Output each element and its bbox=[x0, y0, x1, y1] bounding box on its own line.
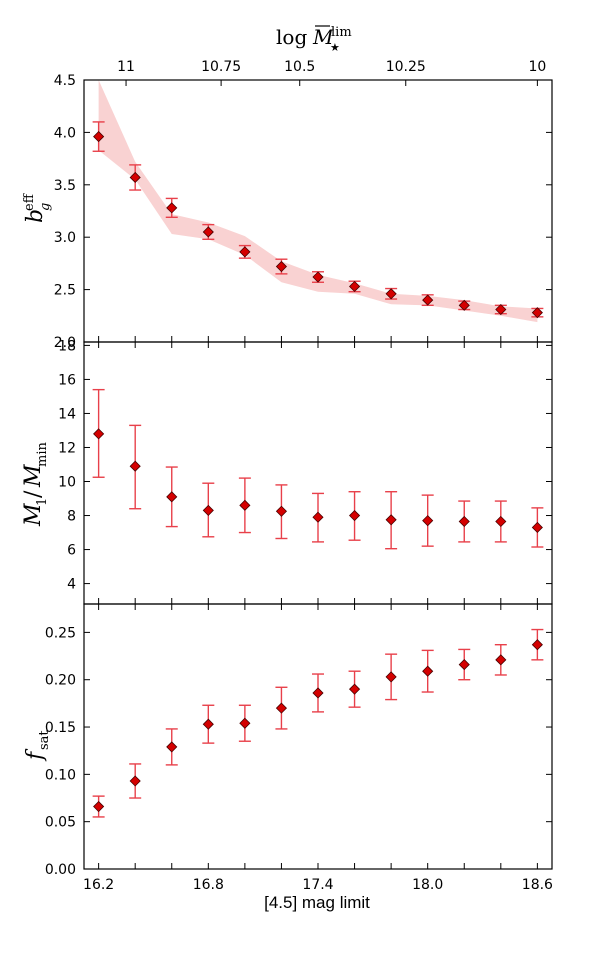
top-x-tick-label: 10.5 bbox=[284, 59, 315, 75]
top-axis-title: log M ★ lim bbox=[276, 25, 352, 54]
svg-text:eff: eff bbox=[22, 192, 37, 211]
top-axis-title-log: log bbox=[276, 25, 307, 49]
data-point bbox=[93, 131, 105, 143]
y-tick-label: 16 bbox=[58, 372, 76, 388]
data-point bbox=[385, 514, 397, 526]
confidence-band bbox=[98, 80, 538, 323]
data-point bbox=[422, 515, 434, 527]
y-axis-title-top: b g eff bbox=[22, 192, 53, 223]
svg-text:b: b bbox=[23, 209, 48, 223]
data-point bbox=[129, 775, 141, 787]
top-axis-title-star: ★ bbox=[330, 41, 340, 54]
data-point bbox=[312, 687, 324, 699]
data-point bbox=[275, 702, 288, 714]
y-axis-title-bottom: f sat bbox=[23, 730, 52, 762]
svg-text:M: M bbox=[21, 464, 46, 488]
data-point bbox=[166, 491, 178, 503]
y-tick-label: 8 bbox=[67, 509, 76, 525]
svg-text:M: M bbox=[21, 503, 46, 527]
y-tick-label: 0.05 bbox=[45, 815, 76, 831]
y-tick-label: 2.5 bbox=[54, 283, 76, 299]
data-point bbox=[348, 280, 361, 293]
data-point bbox=[275, 505, 288, 517]
y-tick-label: 0.00 bbox=[45, 862, 76, 878]
data-point bbox=[312, 271, 324, 283]
y-tick-label: 4.5 bbox=[54, 73, 76, 89]
axes-frame bbox=[83, 603, 553, 870]
x-tick-label: 16.8 bbox=[193, 877, 224, 893]
data-point bbox=[312, 511, 324, 523]
data-point bbox=[93, 428, 105, 440]
y-tick-label: 14 bbox=[58, 406, 76, 422]
axes-frame bbox=[83, 79, 553, 343]
data-point bbox=[495, 654, 507, 666]
data-point bbox=[495, 515, 507, 528]
y-tick-label: 6 bbox=[67, 543, 76, 559]
y-tick-label: 3.5 bbox=[54, 178, 76, 194]
y-tick-label: 0.10 bbox=[45, 767, 76, 783]
y-tick-label: 12 bbox=[58, 440, 76, 456]
top-x-tick-label: 11 bbox=[117, 59, 135, 75]
x-tick-label: 17.4 bbox=[302, 877, 333, 893]
data-point bbox=[495, 303, 507, 316]
data-point bbox=[166, 741, 178, 753]
svg-text:1: 1 bbox=[35, 498, 50, 506]
panel-bias: 2.0 2.5 3.0 3.5 4.0 4.5 11 10.75 10.5 10.25 10 bbox=[54, 59, 553, 351]
y-tick-label: 10 bbox=[58, 475, 76, 491]
y-tick-label: 0.25 bbox=[45, 625, 76, 641]
data-point bbox=[458, 515, 470, 528]
data-point bbox=[422, 665, 434, 677]
svg-text:min: min bbox=[35, 442, 50, 467]
top-axis-title-m: M bbox=[312, 25, 334, 49]
y-tick-label: 0.15 bbox=[45, 720, 76, 736]
panel-fsat: 0.00 0.05 0.10 0.15 0.20 0.25 16.2 16.8 17.4 18.0… bbox=[45, 603, 553, 893]
axes-frame bbox=[83, 341, 553, 605]
y-tick-label: 18 bbox=[58, 338, 76, 354]
x-tick-label: 16.2 bbox=[83, 877, 114, 893]
data-point bbox=[458, 299, 470, 311]
data-point bbox=[239, 717, 251, 729]
top-x-tick-label: 10.75 bbox=[201, 59, 241, 75]
data-point bbox=[385, 671, 397, 683]
top-axis-title-lim: lim bbox=[331, 25, 352, 40]
x-tick-label: 18.6 bbox=[522, 877, 553, 893]
data-point bbox=[531, 521, 543, 534]
y-tick-label: 3.0 bbox=[54, 230, 76, 246]
y-tick-label: 4 bbox=[67, 577, 76, 593]
data-point bbox=[348, 509, 361, 522]
x-axis-title: [4.5] mag limit bbox=[264, 893, 370, 912]
data-point bbox=[385, 288, 397, 300]
x-tick-label: 18.0 bbox=[412, 877, 443, 893]
data-point bbox=[239, 246, 251, 258]
svg-text:sat: sat bbox=[37, 730, 52, 750]
y-tick-label: 2.0 bbox=[54, 335, 76, 351]
panel-m1-ratio: 4 6 8 10 12 14 16 18 bbox=[58, 338, 553, 605]
data-point bbox=[202, 226, 214, 238]
data-point bbox=[129, 171, 141, 184]
data-point bbox=[166, 202, 178, 214]
data-point bbox=[239, 499, 251, 511]
svg-text:/: / bbox=[21, 490, 46, 498]
data-point bbox=[458, 659, 470, 671]
svg-text:g: g bbox=[38, 203, 53, 211]
top-x-tick-label: 10 bbox=[528, 59, 546, 75]
data-point bbox=[275, 260, 288, 273]
data-point bbox=[531, 639, 543, 651]
data-point bbox=[93, 800, 105, 813]
data-point bbox=[348, 683, 361, 695]
data-point bbox=[531, 307, 543, 319]
top-x-tick-label: 10.25 bbox=[386, 59, 426, 75]
y-tick-label: 4.0 bbox=[54, 125, 76, 141]
data-point bbox=[202, 504, 214, 516]
y-axis-title-middle: M 1 / M min bbox=[21, 442, 50, 527]
y-tick-label: 0.20 bbox=[45, 673, 76, 689]
data-point bbox=[129, 460, 141, 472]
data-point bbox=[422, 294, 434, 306]
data-point bbox=[202, 718, 214, 730]
